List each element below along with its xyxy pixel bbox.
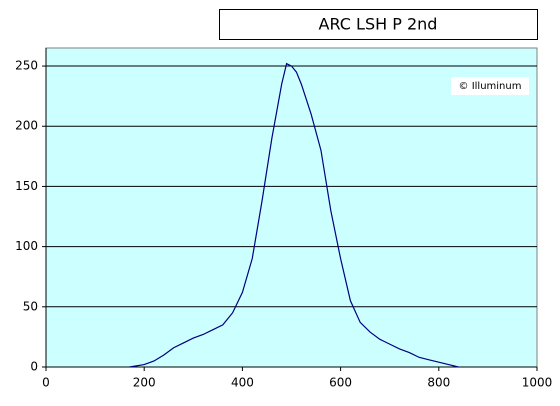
x-tick-label: 400 <box>231 376 254 390</box>
title-box <box>219 9 538 40</box>
y-tick-label: 200 <box>15 119 38 133</box>
data-line <box>129 62 459 368</box>
plot-area <box>45 47 538 368</box>
x-tick-label: 600 <box>329 376 352 390</box>
annotation: © Illuminum <box>459 81 522 92</box>
y-tick-label: 50 <box>23 299 38 313</box>
y-tick-label: 250 <box>15 59 38 73</box>
x-tick-label: 0 <box>42 376 50 390</box>
y-tick-label: 0 <box>30 360 38 374</box>
y-tick-label: 150 <box>15 179 38 193</box>
annotation-box <box>451 77 529 95</box>
chart-title: ARC LSH P 2nd <box>319 15 438 34</box>
y-tick-label: 100 <box>15 239 38 253</box>
x-tick-label: 200 <box>133 376 156 390</box>
x-tick-label: 800 <box>427 376 450 390</box>
x-tick-label: 1000 <box>522 376 553 390</box>
